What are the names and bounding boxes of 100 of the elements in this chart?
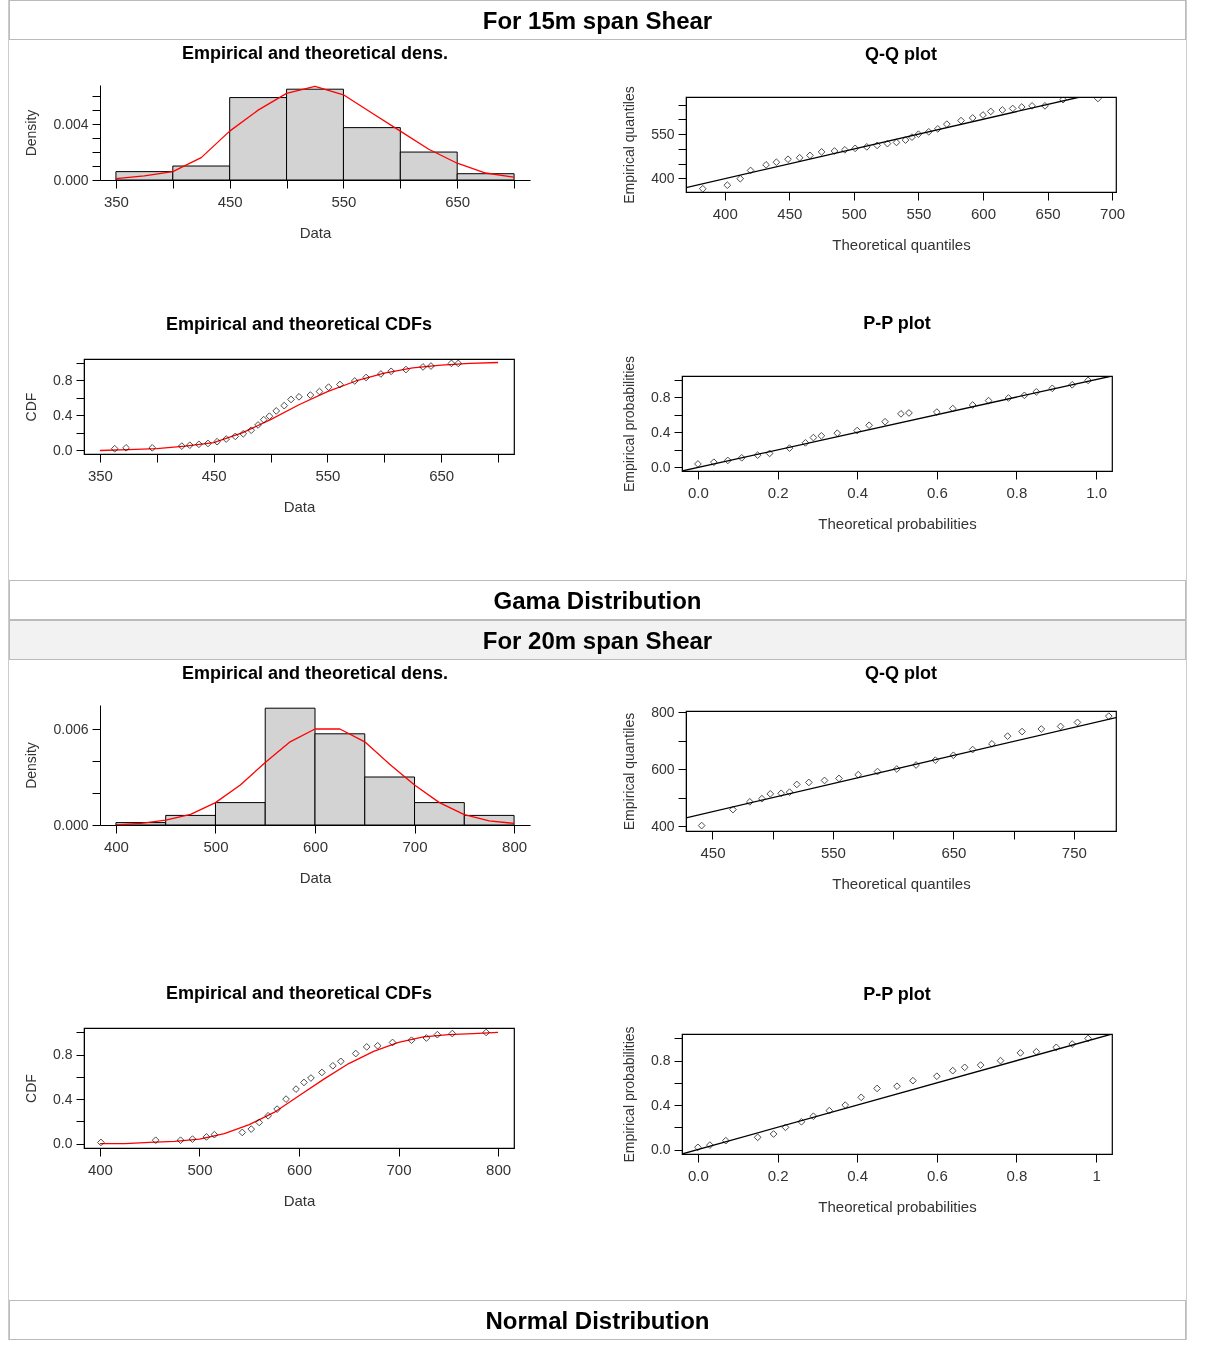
y-tick-label: 0.004	[53, 115, 89, 132]
point	[931, 756, 940, 764]
x-tick-label: 1	[1092, 1166, 1101, 1184]
point	[976, 1061, 985, 1069]
point	[324, 383, 333, 391]
x-tick-label: 650	[1035, 204, 1061, 222]
point	[865, 421, 873, 430]
x-axis-title: Theoretical quantiles	[832, 235, 971, 253]
point	[422, 1034, 431, 1042]
x-tick-label: 0.0	[688, 483, 709, 501]
x-tick-label: 800	[502, 837, 528, 855]
line-series	[115, 728, 515, 825]
x-tick-label: 0.4	[847, 483, 869, 501]
point	[988, 740, 996, 748]
point	[762, 161, 770, 169]
point	[948, 1066, 957, 1075]
x-tick-label: 0.6	[926, 1166, 948, 1184]
text: For 20m span Shear	[9, 620, 1186, 660]
x-tick-label: 0.8	[1006, 1166, 1028, 1184]
point	[893, 1082, 901, 1091]
point	[825, 1106, 834, 1115]
x-tick-label: 450	[700, 843, 726, 861]
point	[231, 432, 240, 441]
point	[264, 1111, 272, 1120]
point	[736, 174, 745, 183]
x-tick-label: 0.2	[767, 483, 789, 501]
point	[1008, 104, 1017, 113]
point	[238, 1128, 247, 1137]
point	[698, 184, 707, 192]
chart-title: Empirical and theoretical dens.	[181, 663, 449, 683]
point	[908, 133, 916, 141]
point	[427, 362, 435, 370]
point	[914, 130, 923, 139]
text: Normal Distribution	[9, 1300, 1186, 1340]
point	[737, 453, 746, 462]
point	[185, 441, 194, 450]
point	[1003, 732, 1012, 740]
chart-title: P-P plot	[863, 313, 931, 334]
point	[188, 1135, 197, 1143]
x-tick-label: 550	[820, 843, 846, 861]
point	[1084, 376, 1092, 385]
point	[968, 745, 977, 754]
point	[694, 460, 702, 468]
text: For 15m span Shear	[9, 0, 1186, 40]
x-tick-label: 0.8	[1006, 483, 1028, 501]
x-tick-label: 1.0	[1086, 483, 1107, 501]
point	[901, 136, 910, 144]
point	[873, 1084, 881, 1093]
x-tick-label: 700	[386, 1160, 412, 1178]
point	[328, 1061, 337, 1070]
point	[883, 139, 892, 148]
point	[769, 1130, 778, 1138]
point	[176, 1136, 185, 1145]
point	[195, 440, 203, 449]
point	[897, 409, 905, 418]
point	[247, 1125, 256, 1133]
point	[292, 1085, 300, 1093]
y-tick-label: 0.8	[53, 371, 73, 388]
y-axis-title: CDF	[23, 392, 40, 422]
point	[447, 359, 456, 368]
point	[336, 1057, 345, 1066]
point	[912, 761, 920, 769]
point	[948, 404, 957, 413]
point	[706, 1141, 714, 1149]
point	[881, 417, 889, 426]
point	[454, 359, 463, 368]
point	[239, 429, 248, 438]
point	[1017, 103, 1026, 111]
x-tick-label: 500	[841, 204, 867, 222]
point	[1020, 391, 1029, 400]
point	[1084, 1034, 1092, 1043]
point	[318, 1068, 326, 1077]
point	[97, 1138, 105, 1147]
point	[942, 120, 951, 128]
x-tick-label: 650	[445, 192, 471, 210]
point	[1052, 1043, 1061, 1052]
point	[336, 380, 344, 389]
chart-title: P-P plot	[863, 983, 931, 1004]
x-axis-title: Theoretical quantiles	[832, 874, 971, 892]
x-tick-label: 350	[87, 466, 113, 484]
x-tick-label: 700	[402, 837, 428, 855]
point	[1104, 712, 1113, 720]
y-axis-title: Empirical quantiles	[621, 86, 638, 204]
point	[968, 114, 977, 122]
point	[784, 155, 792, 164]
y-tick-label: 0.4	[53, 406, 73, 423]
point	[766, 790, 775, 798]
point	[222, 435, 231, 443]
chart-title: Empirical and theoretical CDFs	[165, 983, 433, 1004]
point	[996, 1056, 1005, 1065]
point	[986, 107, 995, 116]
point	[1037, 725, 1046, 733]
y-tick-label: 600	[651, 760, 675, 777]
x-tick-label: 0.6	[926, 483, 948, 501]
point	[697, 821, 706, 830]
point	[1056, 722, 1065, 731]
point	[924, 127, 933, 136]
point	[820, 776, 829, 785]
y-tick-label: 550	[651, 125, 675, 142]
point	[949, 751, 958, 760]
